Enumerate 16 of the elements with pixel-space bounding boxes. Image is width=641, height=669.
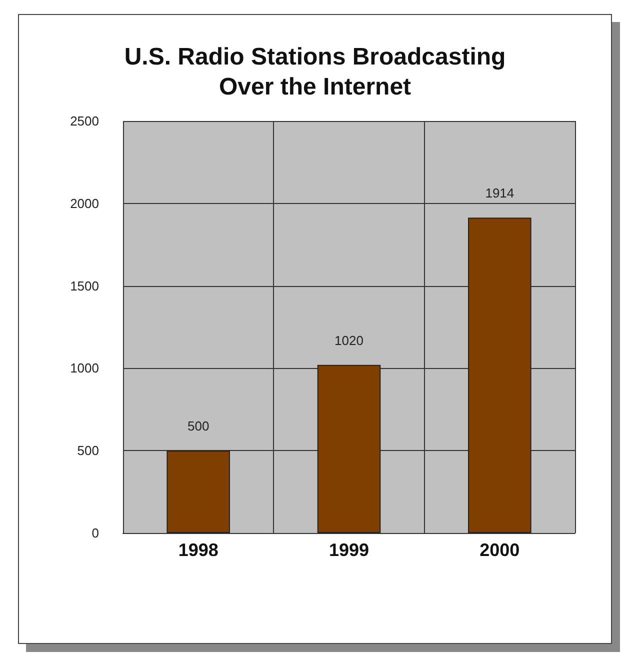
x-tick-label: 1999 <box>328 540 370 560</box>
x-tick-label: 2000 <box>480 540 520 560</box>
chart-title: U.S. Radio Stations Broadcasting Over the Internet <box>124 44 506 100</box>
data-label: 1914 <box>485 186 514 201</box>
y-tick-label: 1500 <box>70 278 99 294</box>
y-tick-label: 0 <box>92 526 99 540</box>
y-tick-label: 2000 <box>70 196 99 211</box>
bar <box>166 450 230 533</box>
data-label: 1020 <box>334 332 364 348</box>
data-label: 500 <box>187 418 210 434</box>
x-tick-label: 1998 <box>178 540 218 560</box>
y-tick-label: 500 <box>77 443 99 458</box>
bar <box>468 218 532 533</box>
bar <box>317 364 381 533</box>
y-tick-label: 2500 <box>70 114 99 128</box>
y-tick-label: 1000 <box>70 360 99 376</box>
